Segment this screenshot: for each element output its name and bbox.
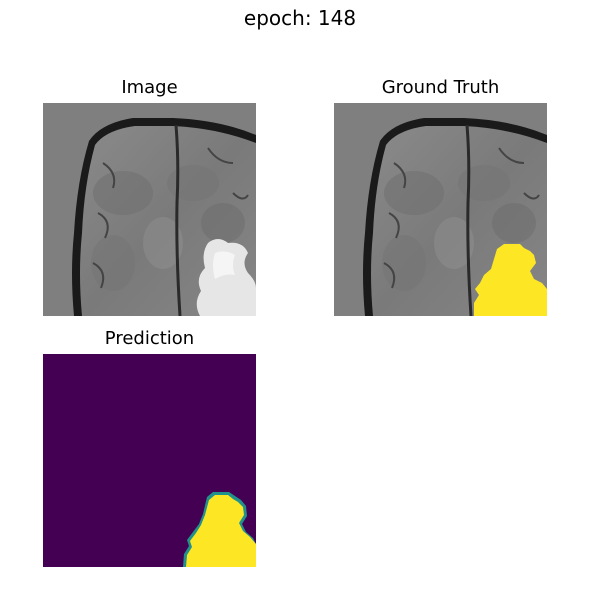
- ground-truth-mask: [474, 244, 547, 316]
- prediction-panel: [43, 354, 256, 567]
- prediction-mask: [186, 495, 256, 567]
- ground-truth-image: [334, 103, 547, 316]
- prediction-image: [43, 354, 256, 567]
- panel-title-image: Image: [121, 77, 178, 98]
- panel-title-ground-truth: Ground Truth: [381, 77, 500, 98]
- ground-truth-panel: [334, 103, 547, 316]
- mri-image: [43, 103, 256, 316]
- figure-title: epoch: 148: [243, 6, 357, 30]
- image-panel: [43, 103, 256, 316]
- panel-title-prediction: Prediction: [104, 328, 195, 349]
